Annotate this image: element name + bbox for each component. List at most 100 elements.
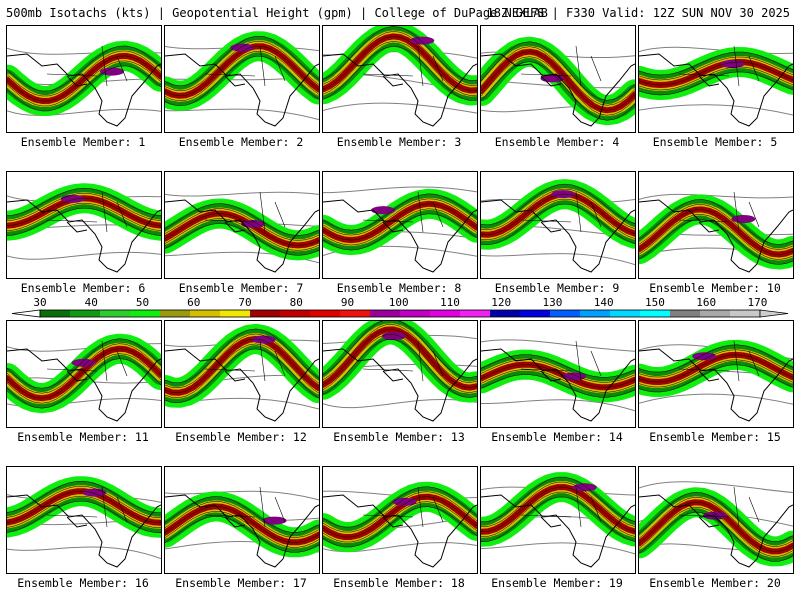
isotach-line <box>7 480 161 514</box>
colorbar-swatch <box>220 310 251 317</box>
isotach-line <box>639 364 793 393</box>
coastline <box>481 348 635 422</box>
height-contour <box>7 251 161 260</box>
political-borders <box>46 45 128 87</box>
political-borders <box>362 340 444 382</box>
ensemble-map-panel <box>322 171 478 279</box>
isotach-line <box>7 338 161 389</box>
isotach-line <box>323 501 477 543</box>
height-contour <box>639 46 793 54</box>
colorbar-tick-label: 160 <box>696 296 717 309</box>
isotach-line <box>323 496 477 538</box>
isotach-line <box>639 511 793 562</box>
isotach-line <box>481 486 635 533</box>
map-plot <box>165 191 319 273</box>
map-plot <box>639 339 793 422</box>
isotach-line <box>165 496 319 533</box>
isotach-line <box>639 66 793 91</box>
political-borders <box>46 191 128 233</box>
height-contour <box>7 546 161 560</box>
colorbar-min-arrow <box>11 309 41 318</box>
run-valid-time: 18Z GEFS | F330 Valid: 12Z SUN NOV 30 20… <box>486 6 790 20</box>
isotach-line <box>165 343 319 399</box>
isotach-line <box>323 41 477 96</box>
colorbar-swatch <box>460 310 491 317</box>
colorbar-swatch <box>160 310 191 317</box>
ensemble-member-label: Ensemble Member: 7 <box>178 281 304 295</box>
political-borders <box>678 340 760 382</box>
height-contour <box>639 481 793 494</box>
colorbar-tick-label: 140 <box>593 296 614 309</box>
coastline <box>481 53 635 127</box>
ensemble-member-label: Ensemble Member: 4 <box>494 135 620 149</box>
colorbar-tick-label: 70 <box>238 296 252 309</box>
isotach-line <box>481 183 635 226</box>
isotach-line <box>481 193 635 236</box>
political-borders <box>204 191 286 233</box>
ensemble-map-panel <box>322 320 478 428</box>
isotach-line <box>165 223 319 256</box>
ensemble-map-panel <box>6 171 162 279</box>
jet-max-core <box>392 497 417 506</box>
colorbar-swatch <box>430 310 461 317</box>
height-contour <box>165 490 319 501</box>
isotach-line <box>639 506 793 557</box>
ensemble-member-label: Ensemble Member: 10 <box>649 281 781 295</box>
coastline <box>639 348 793 422</box>
isotach-line <box>323 208 477 246</box>
isotach-line <box>7 60 161 107</box>
map-plot <box>639 45 793 127</box>
colorbar-tick-label: 150 <box>645 296 665 309</box>
colorbar-tick-label: 110 <box>440 296 460 309</box>
map-plot <box>7 476 161 568</box>
colorbar-swatch <box>310 310 341 317</box>
height-contour <box>481 542 635 555</box>
isotach-line <box>165 328 319 384</box>
coastline <box>165 348 319 422</box>
isotach-line <box>7 485 161 519</box>
isotach-line <box>165 35 319 87</box>
height-contour <box>481 339 635 352</box>
jet-max-core <box>251 335 276 344</box>
isotach-line <box>639 214 793 260</box>
isotach-line <box>165 506 319 543</box>
isotach-line <box>165 501 319 538</box>
height-contour <box>481 253 635 266</box>
isotach-line <box>639 204 793 250</box>
isotach-line <box>323 339 477 398</box>
map-plot <box>323 481 477 568</box>
isotach-line <box>481 354 635 378</box>
isotach-line <box>481 56 635 116</box>
height-contour <box>7 108 161 116</box>
height-contour <box>323 186 477 194</box>
isotach-line <box>639 491 793 542</box>
ensemble-map-panel <box>6 25 162 133</box>
coastline <box>481 494 635 568</box>
coastline <box>639 199 793 273</box>
coastline <box>165 53 319 127</box>
isotach-line <box>639 56 793 81</box>
coastline <box>7 348 161 422</box>
isotach-line <box>481 51 635 111</box>
political-borders <box>362 191 444 233</box>
isotach-line <box>481 481 635 528</box>
isotach-line <box>7 353 161 404</box>
isotach-line <box>639 354 793 383</box>
isotach-line <box>323 193 477 231</box>
ensemble-map-panel <box>638 320 794 428</box>
isotach-line <box>165 333 319 389</box>
wind-speed-colorbar: 30 40 50 60 70 80 90 100 110 120 130 140 150 160 170 <box>0 296 800 320</box>
map-plot <box>7 183 161 273</box>
isotach-line <box>7 187 161 216</box>
map-plot <box>323 321 477 422</box>
ensemble-map-panel <box>6 466 162 574</box>
height-contour <box>323 102 477 114</box>
height-contour <box>165 191 319 197</box>
coastline <box>7 53 161 127</box>
colorbar-swatch <box>400 310 431 317</box>
political-borders <box>204 340 286 382</box>
isotach-line <box>639 209 793 255</box>
colorbar-swatch <box>280 310 311 317</box>
ensemble-member-label: Ensemble Member: 6 <box>20 281 146 295</box>
colorbar-tick-label: 170 <box>747 296 768 309</box>
